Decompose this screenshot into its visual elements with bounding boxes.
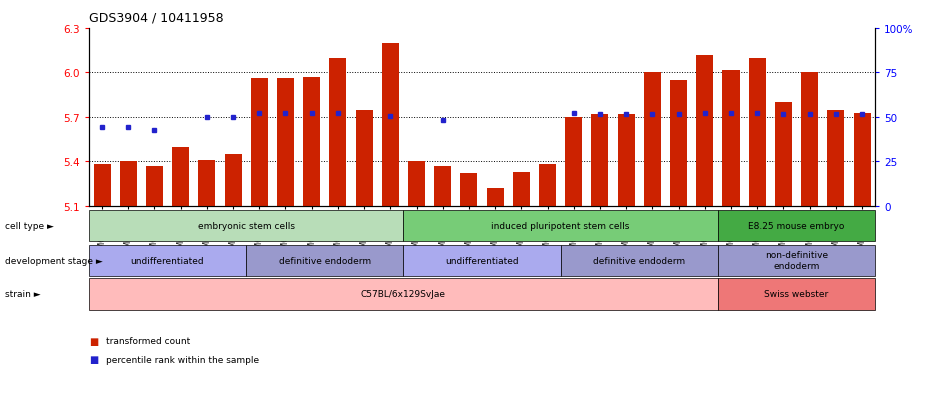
- Text: C57BL/6x129SvJae: C57BL/6x129SvJae: [361, 290, 446, 299]
- Bar: [225, 155, 241, 206]
- Bar: [356, 110, 373, 206]
- Text: definitive endoderm: definitive endoderm: [279, 256, 371, 265]
- Bar: [329, 59, 346, 206]
- Bar: [670, 81, 687, 206]
- Text: non-definitive
endoderm: non-definitive endoderm: [765, 251, 828, 270]
- Bar: [382, 44, 399, 206]
- Bar: [120, 162, 137, 206]
- Bar: [539, 165, 556, 206]
- Bar: [592, 115, 608, 206]
- Text: embryonic stem cells: embryonic stem cells: [197, 222, 295, 230]
- Bar: [827, 110, 844, 206]
- Bar: [434, 166, 451, 206]
- Bar: [89, 211, 403, 242]
- Bar: [303, 78, 320, 206]
- Bar: [198, 161, 215, 206]
- Text: definitive endoderm: definitive endoderm: [593, 256, 685, 265]
- Bar: [513, 173, 530, 206]
- Bar: [801, 73, 818, 206]
- Text: ■: ■: [89, 354, 98, 364]
- Bar: [718, 211, 875, 242]
- Bar: [403, 245, 561, 276]
- Text: transformed count: transformed count: [106, 336, 190, 345]
- Bar: [89, 279, 718, 310]
- Bar: [565, 118, 582, 206]
- Bar: [718, 245, 875, 276]
- Text: strain ►: strain ►: [5, 290, 40, 299]
- Bar: [618, 115, 635, 206]
- Bar: [172, 147, 189, 206]
- Text: undifferentiated: undifferentiated: [446, 256, 519, 265]
- Bar: [89, 245, 246, 276]
- Text: Swiss webster: Swiss webster: [765, 290, 828, 299]
- Text: cell type ►: cell type ►: [5, 222, 53, 230]
- Text: E8.25 mouse embryo: E8.25 mouse embryo: [749, 222, 844, 230]
- Text: induced pluripotent stem cells: induced pluripotent stem cells: [491, 222, 630, 230]
- Text: undifferentiated: undifferentiated: [131, 256, 204, 265]
- Bar: [561, 245, 718, 276]
- Text: development stage ►: development stage ►: [5, 256, 102, 265]
- Text: percentile rank within the sample: percentile rank within the sample: [106, 355, 259, 364]
- Bar: [696, 55, 713, 206]
- Bar: [749, 59, 766, 206]
- Bar: [718, 279, 875, 310]
- Bar: [277, 79, 294, 206]
- Bar: [94, 165, 110, 206]
- Bar: [246, 245, 403, 276]
- Bar: [723, 70, 739, 206]
- Bar: [146, 166, 163, 206]
- Text: ■: ■: [89, 336, 98, 346]
- Bar: [775, 103, 792, 206]
- Bar: [854, 113, 870, 206]
- Bar: [461, 174, 477, 206]
- Text: GDS3904 / 10411958: GDS3904 / 10411958: [89, 12, 224, 25]
- Bar: [487, 189, 504, 206]
- Bar: [403, 211, 718, 242]
- Bar: [644, 73, 661, 206]
- Bar: [251, 79, 268, 206]
- Bar: [408, 162, 425, 206]
